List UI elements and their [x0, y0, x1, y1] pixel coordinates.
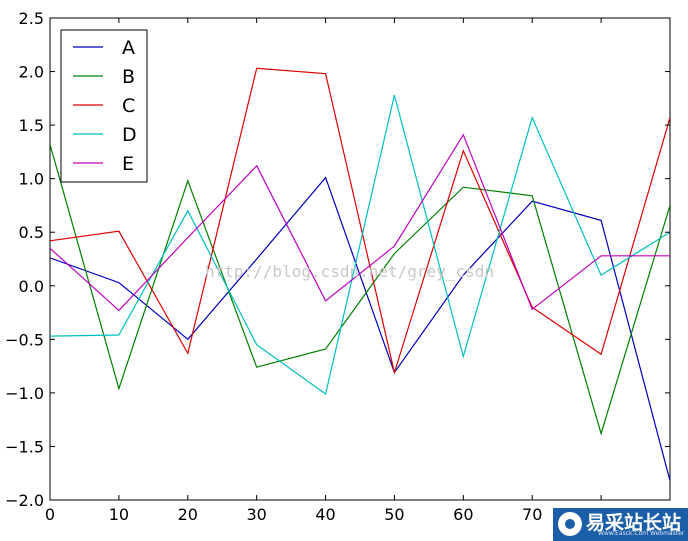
x-tick-label: 60	[453, 505, 473, 524]
series-line-B	[50, 144, 670, 436]
y-tick-label: 0.5	[19, 223, 44, 242]
axes-frame	[49, 17, 671, 501]
legend-label-E: E	[122, 153, 134, 175]
x-tick-label: 20	[178, 505, 198, 524]
y-tick-label: −0.5	[5, 330, 44, 349]
y-tick-label: −1.5	[5, 437, 44, 456]
legend-label-A: A	[122, 37, 135, 59]
series-line-C	[50, 67, 670, 375]
y-tick-label: 1.0	[19, 170, 44, 189]
legend-label-B: B	[122, 66, 135, 88]
legend-label-D: D	[122, 124, 137, 146]
site-logo-subtitle: Www.Easck.Com Webmaster	[598, 530, 685, 537]
y-tick-label: 0.0	[19, 277, 44, 296]
series-line-A	[50, 176, 670, 481]
watermark-text: http://blog.csdn.net/grey_csdn	[205, 262, 494, 281]
plot-area	[49, 17, 671, 501]
logo-icon-center	[565, 519, 575, 529]
x-tick-label: 70	[522, 505, 542, 524]
legend-label-C: C	[122, 95, 135, 117]
series-line-E	[50, 133, 670, 312]
site-logo-title: 易采站长站	[586, 512, 682, 534]
y-tick-label: −1.0	[5, 384, 44, 403]
x-tick-label: 30	[246, 505, 266, 524]
x-tick-label: 50	[384, 505, 404, 524]
y-tick-label: 2.5	[19, 9, 44, 28]
x-tick-label: 40	[315, 505, 335, 524]
y-tick-label: −2.0	[5, 491, 44, 510]
x-tick-label: 10	[109, 505, 129, 524]
series-line-D	[50, 94, 670, 396]
y-tick-label: 2.0	[19, 63, 44, 82]
legend-box	[60, 29, 148, 183]
x-tick-label: 0	[45, 505, 55, 524]
y-tick-label: 1.5	[19, 116, 44, 135]
series-lines	[50, 67, 670, 481]
